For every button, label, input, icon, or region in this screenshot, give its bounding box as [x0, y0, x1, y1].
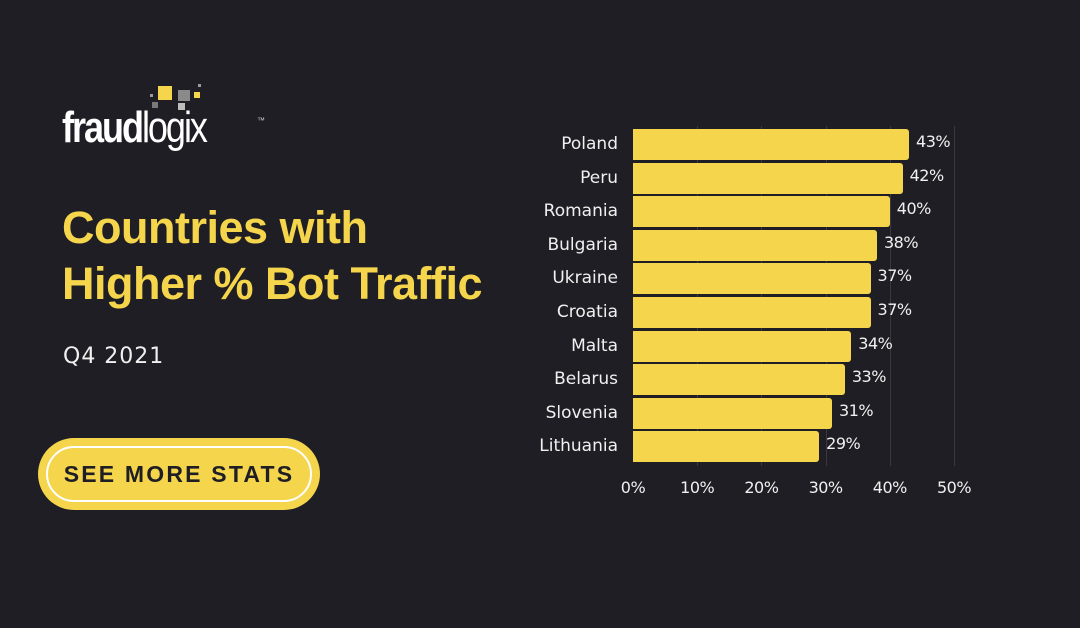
category-label: Croatia: [556, 302, 618, 322]
logo-text-light: logix: [141, 103, 208, 152]
bar-row: Croatia 37%: [0, 297, 1080, 328]
bar-row: Bulgaria 38%: [0, 229, 1080, 261]
bar-row: Malta 34%: [0, 330, 1080, 362]
category-label: Romania: [543, 201, 618, 222]
gridline: [954, 126, 955, 466]
category-label: Peru: [580, 167, 618, 188]
bar: [633, 397, 833, 429]
trademark-symbol: ™: [257, 116, 265, 125]
x-axis-tick-label: 40%: [872, 478, 908, 497]
bar: [633, 229, 877, 261]
bar: [633, 330, 852, 362]
category-label: Slovenia: [545, 402, 618, 423]
bar: [633, 162, 903, 194]
bar: [633, 263, 871, 295]
category-label: Ukraine: [552, 268, 618, 289]
value-label: 42%: [909, 165, 945, 185]
category-label: Bulgaria: [547, 234, 619, 255]
logo-wordmark: fraudlogix: [62, 100, 208, 156]
logo-square-yellow-icon: [158, 86, 172, 100]
x-axis-tick-label: 0%: [620, 478, 646, 497]
bar-row: Poland 43%: [0, 129, 1080, 160]
bar: [633, 431, 820, 463]
logo-square-light-icon: [178, 103, 185, 110]
bar-row: Romania 40%: [0, 196, 1080, 228]
value-label: 37%: [877, 266, 913, 286]
title-line-2: Higher % Bot Traffic: [62, 258, 483, 309]
see-more-stats-button-outline: SEE MORE STATS: [46, 446, 312, 502]
value-label: 33%: [851, 367, 887, 387]
see-more-stats-label: SEE MORE STATS: [63, 460, 295, 487]
gridline: [889, 126, 891, 466]
logo-text-bold: fraud: [62, 103, 144, 152]
title-line-1: Countries with: [62, 202, 368, 253]
value-label: 34%: [858, 333, 893, 353]
bar-row: Slovenia 31%: [0, 397, 1080, 429]
see-more-stats-button[interactable]: SEE MORE STATS: [38, 438, 320, 510]
bar-row: Belarus 33%: [0, 364, 1080, 396]
bar-row: Ukraine 37%: [0, 263, 1080, 295]
gridline: [697, 126, 699, 466]
x-axis-tick-label: 10%: [680, 478, 715, 497]
bar: [633, 364, 845, 396]
value-label: 31%: [839, 400, 874, 420]
x-axis-tick-label: 20%: [744, 478, 779, 497]
value-label: 40%: [896, 199, 932, 219]
x-axis-tick-label: 30%: [808, 478, 844, 497]
gridline: [761, 126, 763, 466]
logo-square-yellow-small-icon: [194, 92, 200, 98]
category-label: Poland: [561, 134, 618, 154]
bar: [633, 196, 890, 228]
bar: [633, 129, 910, 160]
gridline: [825, 126, 827, 466]
x-axis-tick-label: 50%: [936, 478, 972, 497]
logo-square-dark-gray-icon: [152, 102, 158, 108]
bar-row: Peru 42%: [0, 162, 1080, 194]
period-label: Q4 2021: [63, 344, 165, 369]
bar-row: Lithuania 29%: [0, 431, 1080, 463]
category-label: Malta: [571, 335, 618, 356]
fraudlogix-logo: fraudlogix ™: [60, 80, 280, 160]
logo-square-gray-icon: [178, 90, 190, 101]
page-title: Countries with Higher % Bot Traffic: [62, 200, 483, 312]
logo-square-dot-icon: [150, 94, 153, 97]
bar: [633, 297, 871, 328]
value-label: 37%: [877, 300, 913, 319]
logo-square-tiny-icon: [198, 84, 201, 87]
value-label: 29%: [826, 434, 861, 454]
value-label: 38%: [883, 232, 919, 252]
category-label: Lithuania: [539, 436, 618, 457]
value-label: 43%: [916, 132, 951, 151]
category-label: Belarus: [554, 369, 618, 390]
